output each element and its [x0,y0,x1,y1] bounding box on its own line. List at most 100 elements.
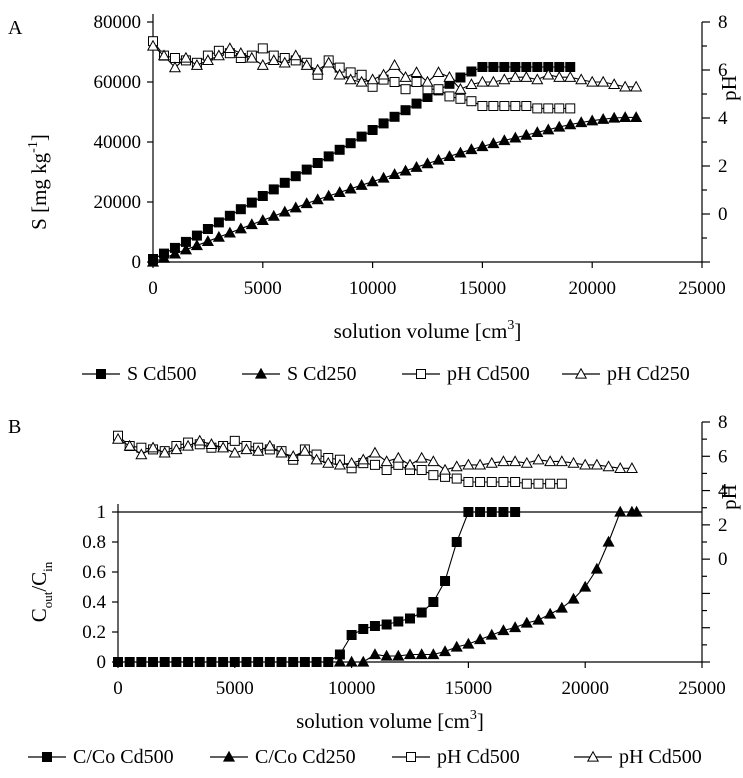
data-point [416,465,427,475]
legend-item: pH Cd500 [402,363,530,385]
legend-label: pH Cd250 [607,363,690,385]
data-point [146,39,160,51]
legend-item: C/Co Cd500 [28,746,174,768]
data-point [381,465,392,475]
data-point [590,458,603,470]
data-point [346,630,357,640]
data-point [378,118,389,129]
series-line [152,116,637,263]
data-point [333,655,346,667]
data-point [367,125,378,135]
data-point [597,75,610,87]
data-point [311,193,324,205]
y-tick-label: 20000 [94,192,142,213]
data-point [334,144,345,155]
data-point [345,138,356,149]
series-s-cd500 [148,62,576,264]
data-point [290,171,301,182]
data-point [257,43,268,54]
data-point [403,648,417,660]
data-point [252,444,265,456]
y-tick-label: 0.6 [82,562,106,583]
data-point [298,444,311,456]
data-point [463,507,474,517]
data-point [275,446,288,458]
legend-item: pH Cd500 [574,746,702,768]
panel-a: A 0 5000 10000 15000 20000 25000 0 20000 40000 600… [8,12,741,385]
data-point [564,70,577,82]
data-point [520,70,533,82]
data-point [421,75,434,87]
data-point [438,645,452,657]
legend-item: pH Cd250 [562,363,690,385]
data-point [602,535,615,547]
data-point [487,137,500,149]
legend-marker [254,367,268,379]
data-point [368,648,382,660]
data-point [415,648,428,660]
data-point [357,655,370,667]
data-point [389,77,400,87]
data-point [533,478,544,489]
legend: S Cd500 S Cd250 pH Cd500 pH Cd250 [82,363,690,385]
data-point [451,537,462,547]
series-line [118,511,516,663]
data-point [498,507,509,517]
data-point [113,657,123,667]
data-point [355,75,368,87]
data-point [567,592,580,604]
data-point [602,460,615,472]
data-point [333,458,346,470]
data-point [344,73,357,85]
data-point [630,505,643,517]
y-tick-label: 80000 [94,12,142,33]
data-point [614,505,627,517]
data-point [345,655,358,667]
data-point [389,111,400,122]
data-point [579,580,592,592]
data-point [393,616,404,627]
data-point [234,46,247,58]
data-point [344,182,357,194]
y-tick-label: 0.2 [82,622,106,643]
data-point [218,657,229,667]
data-point [278,205,291,217]
panel-label: A [8,17,23,39]
legend-marker [416,369,426,379]
data-point [427,455,440,467]
data-point [553,120,566,132]
legend-label: C/Co Cd250 [255,746,356,768]
data-point [228,446,241,458]
data-point [433,84,444,95]
data-point [234,222,247,234]
data-point [555,601,568,613]
data-point [148,657,159,667]
data-point [465,78,478,90]
legend-marker [222,750,236,762]
y2-tick-label: 6 [718,446,728,467]
x-tick-label: 15000 [459,278,507,299]
legend-item: S Cd500 [82,363,196,385]
data-point [476,75,489,87]
data-point [267,209,280,221]
data-point [399,70,412,82]
data-point [245,51,258,63]
data-point [355,178,368,190]
data-point [311,63,324,75]
data-point [531,73,544,85]
data-point [399,164,412,176]
data-point [450,640,463,652]
data-point [545,478,556,489]
data-point [311,657,322,667]
y2-tick-label: 0 [718,204,728,225]
data-point [485,456,498,468]
panel-b: B 0 5000 10000 15000 20000 25000 0 0.2 0.4 0.6 0.8 1… [8,412,741,768]
data-point [554,103,565,114]
data-point [510,101,521,111]
data-point [498,134,511,146]
data-point [463,477,474,487]
data-point [368,446,382,458]
data-point [553,70,566,82]
legend-marker [96,369,106,379]
data-point [300,197,313,209]
